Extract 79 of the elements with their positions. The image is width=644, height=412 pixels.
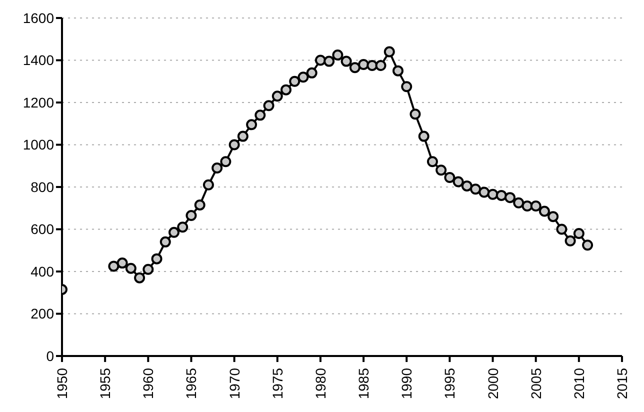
point [186,210,197,222]
point [496,190,507,201]
y-tick-label: 800 [30,178,54,195]
point [202,179,214,190]
point [177,222,188,233]
x-tick-label: 1955 [97,368,114,400]
point [134,272,146,284]
x-tick-label: 1985 [356,368,372,400]
point [263,100,274,112]
point [470,184,482,195]
point [332,49,344,60]
point [298,72,309,83]
point [384,46,395,58]
y-tick-label: 600 [30,221,54,238]
x-tick-label: 1970 [226,368,242,400]
point [538,206,550,217]
point [306,67,318,78]
point [324,56,335,67]
point [168,226,180,238]
point [160,236,171,248]
point [401,81,412,92]
point [366,60,378,72]
point [228,139,240,150]
y-tick-label: 400 [30,263,54,280]
point [573,228,584,239]
point [375,60,386,72]
point [125,262,136,274]
y-tick-label: 200 [30,306,54,322]
point [418,130,430,142]
x-tick-label: 1950 [54,368,70,400]
point [272,90,283,102]
y-tick-label: 0 [46,348,54,364]
point [246,119,258,130]
x-tick-label: 2000 [484,368,501,400]
point [426,156,438,168]
y-tick-label: 1600 [22,10,54,26]
point [108,260,120,272]
point [220,156,232,168]
point [142,264,154,275]
point [349,62,360,74]
point [522,200,533,212]
point [194,199,206,210]
point [452,176,464,188]
point [289,76,300,87]
point [212,162,223,174]
point [314,54,326,66]
point [340,56,352,67]
x-tick-label: 1960 [140,368,156,400]
x-tick-label: 1975 [269,368,286,400]
point [116,258,128,269]
point [392,65,404,76]
x-tick-label: 1995 [442,368,458,400]
y-tick-label: 1000 [22,136,54,153]
point [436,164,447,176]
point [513,197,524,208]
point [548,211,559,222]
point [478,186,490,198]
x-tick-label: 2015 [614,368,630,400]
point [556,224,568,235]
point [151,253,162,264]
x-tick-label: 1980 [312,368,328,400]
point [410,108,421,120]
point [504,192,516,204]
point [582,240,594,251]
y-tick-label: 1200 [22,94,54,110]
point [487,188,498,200]
x-tick-label: 2005 [528,368,544,400]
point [444,172,456,183]
point [237,130,248,142]
point [358,58,370,70]
x-tick-label: 2010 [570,368,587,400]
point [530,200,542,212]
point [254,110,266,121]
point [564,235,576,246]
y-tick-label: 1400 [22,52,54,68]
point [461,180,472,192]
point [280,84,292,96]
x-tick-label: 1990 [398,368,415,400]
x-tick-label: 1965 [183,368,200,400]
